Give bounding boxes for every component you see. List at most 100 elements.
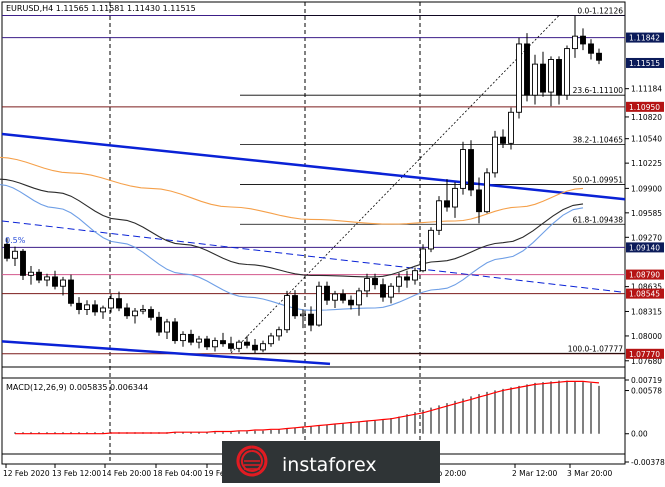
price-badge — [626, 348, 664, 359]
candle-body-bull — [492, 136, 498, 174]
time-tick-label: 28 Feb 20:00 — [417, 469, 466, 478]
candle — [188, 329, 194, 346]
candle — [404, 270, 410, 288]
candle — [572, 15, 578, 58]
price-tick-label: 1.10540 — [631, 135, 662, 144]
candle — [316, 281, 322, 327]
candle — [452, 182, 458, 218]
candle-body-bull — [196, 338, 202, 343]
candle — [300, 309, 306, 329]
fibonacci-levels: 0.0-1.12126 23.6-1.11100 38.2-1.10465 50.0-… — [240, 7, 625, 354]
candle-body-bear — [588, 43, 594, 54]
candle — [140, 304, 146, 315]
candle-body-bear — [20, 250, 26, 276]
candle-body-bull — [564, 48, 570, 96]
candle — [100, 305, 106, 319]
candle-body-bull — [452, 187, 458, 208]
price-tick-label: 1.10820 — [631, 113, 662, 122]
candle-body-bull — [12, 250, 18, 259]
candle-body-bear — [308, 313, 314, 326]
fib-level-label: 38.2-1.10465 — [573, 136, 624, 145]
moving-average-blue — [0, 184, 584, 311]
price-badge-label: 1.11515 — [629, 59, 660, 68]
candle — [52, 270, 58, 290]
price-badge — [626, 57, 664, 68]
candle — [156, 311, 162, 336]
candle-body-bull — [436, 200, 442, 231]
candle-body-bull — [100, 307, 106, 313]
candle-body-bear — [404, 276, 410, 281]
candle — [172, 318, 178, 344]
moving-average-black — [0, 178, 584, 278]
candle-body-bull — [60, 279, 66, 287]
candle-body-bull — [420, 248, 426, 272]
price-tick-label: 1.08000 — [631, 332, 662, 341]
candle — [84, 300, 90, 315]
candle — [420, 244, 426, 273]
candle-body-bear — [468, 149, 474, 191]
candle — [268, 332, 274, 347]
candle — [524, 33, 530, 102]
candle-body-bull — [572, 35, 578, 50]
price-badge-label: 1.07770 — [629, 350, 660, 359]
candle-body-bull — [180, 333, 186, 342]
time-tick-label: 12 Feb 2020 — [3, 469, 50, 478]
candle — [220, 332, 226, 347]
price-tick-label: 1.07680 — [631, 357, 662, 366]
candle — [12, 246, 18, 267]
price-badge-label: 1.09140 — [629, 243, 660, 252]
candle — [204, 335, 210, 350]
candle — [244, 335, 250, 349]
price-badge-label: 1.10950 — [629, 103, 660, 112]
candle-body-bull — [460, 149, 466, 189]
candle-body-bull — [388, 285, 394, 298]
candle — [532, 54, 538, 105]
candle-body-bear — [500, 136, 506, 144]
candle-body-bull — [508, 111, 514, 144]
candle — [428, 227, 434, 253]
candle — [292, 290, 298, 319]
candle-body-bull — [140, 309, 146, 312]
candle — [228, 336, 234, 352]
candle — [108, 294, 114, 313]
candle-body-bear — [4, 243, 10, 259]
instaforex-logo-icon — [236, 445, 268, 477]
candle — [580, 28, 586, 51]
fib-level-label: 61.8-1.09438 — [573, 215, 624, 224]
candle — [460, 141, 466, 195]
candle-body-bear — [188, 333, 194, 343]
candle — [564, 45, 570, 100]
candle-body-bear — [444, 200, 450, 208]
price-tick-label: 1.09585 — [631, 209, 662, 218]
candle — [148, 306, 154, 321]
trend-line-upper — [1, 132, 626, 201]
candle — [212, 337, 218, 352]
macd-tick-label: 0.00719 — [631, 376, 662, 385]
price-badge — [626, 242, 664, 253]
candle — [60, 276, 66, 296]
candle-body-bear — [124, 307, 130, 317]
candle — [596, 48, 602, 65]
candle — [444, 179, 450, 212]
candle-body-bear — [540, 63, 546, 93]
macd-tick-label: 0.00578 — [631, 387, 662, 396]
candle-body-bull — [276, 329, 282, 337]
time-tick-label: 13 Feb 12:00 — [52, 469, 101, 478]
candle — [44, 273, 50, 287]
candle — [36, 269, 42, 284]
candle — [196, 335, 202, 349]
candle-body-bear — [348, 299, 354, 306]
time-tick-label: 18 Feb 04:00 — [153, 469, 202, 478]
candle-body-bear — [156, 316, 162, 333]
candle-body-bull — [332, 293, 338, 301]
candle — [484, 168, 490, 214]
candle — [348, 295, 354, 310]
candle-body-bull — [484, 172, 490, 213]
candle-body-bear — [116, 298, 122, 309]
candle — [548, 56, 554, 107]
candle — [20, 248, 26, 281]
candle-body-bear — [244, 341, 250, 346]
candle — [76, 297, 82, 315]
candle — [436, 196, 442, 235]
candle-body-bull — [268, 335, 274, 345]
